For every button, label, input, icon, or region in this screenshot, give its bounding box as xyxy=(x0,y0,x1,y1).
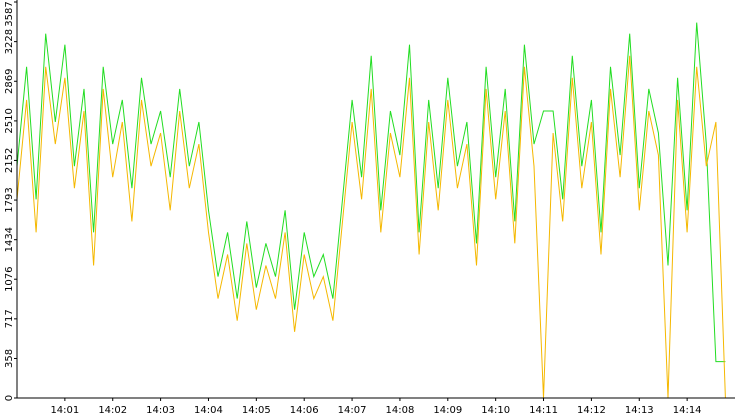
y-tick-label: 3587 xyxy=(4,1,15,26)
x-tick-label: 14:05 xyxy=(242,405,271,415)
x-tick-label: 14:01 xyxy=(50,405,79,415)
y-tick-label: 2152 xyxy=(4,148,15,173)
x-tick-label: 14:10 xyxy=(481,405,510,415)
x-tick-label: 14:03 xyxy=(146,405,175,415)
y-tick-label: 2510 xyxy=(4,108,15,133)
y-tick-label: 358 xyxy=(4,349,15,368)
x-tick-label: 14:06 xyxy=(290,405,319,415)
y-tick-label: 1076 xyxy=(4,266,15,291)
x-tick-label: 14:02 xyxy=(98,405,127,415)
x-tick-label: 14:12 xyxy=(577,405,606,415)
x-tick-label: 14:08 xyxy=(386,405,415,415)
x-tick-label: 14:04 xyxy=(194,405,223,415)
y-tick-label: 0 xyxy=(4,395,15,401)
x-tick-label: 14:11 xyxy=(529,405,558,415)
series-line xyxy=(16,55,726,399)
x-tick-label: 14:13 xyxy=(625,405,654,415)
x-tick-label: 14:09 xyxy=(433,405,462,415)
y-tick-label: 2869 xyxy=(4,69,15,94)
series-line xyxy=(16,22,726,363)
y-tick-label: 1434 xyxy=(4,227,15,252)
x-tick-label: 14:07 xyxy=(338,405,367,415)
y-tick-label: 1793 xyxy=(4,187,15,212)
y-tick-label: 3228 xyxy=(4,29,15,54)
y-tick-label: 717 xyxy=(4,309,15,328)
x-tick-label: 14:14 xyxy=(673,405,702,415)
